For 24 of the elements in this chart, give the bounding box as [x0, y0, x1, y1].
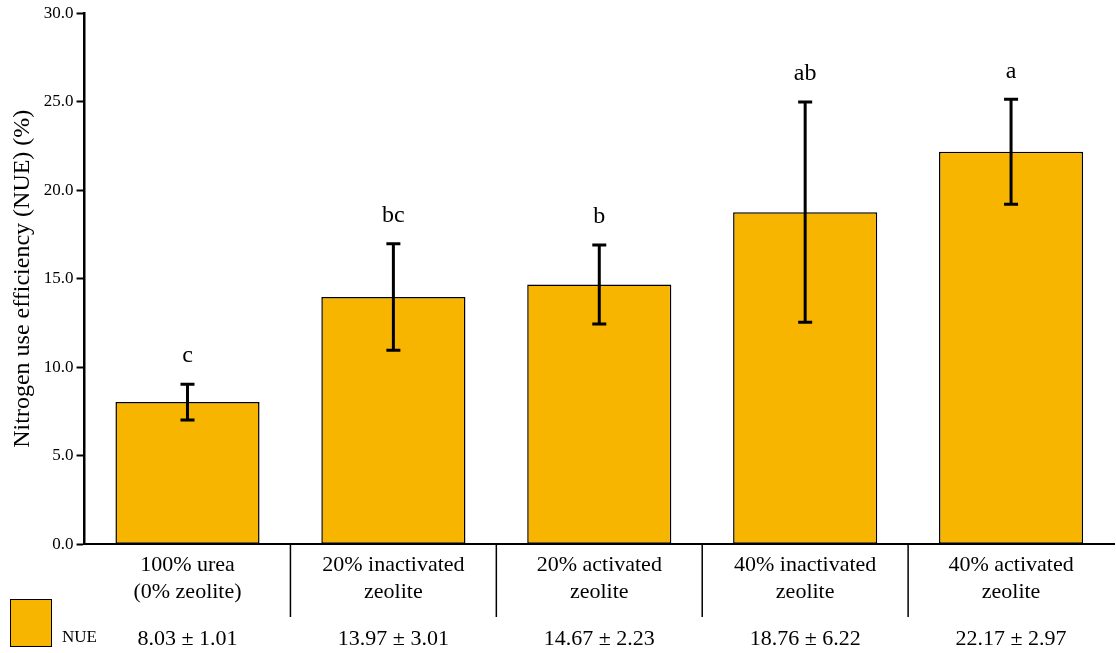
annotation: bc [382, 200, 405, 227]
data-label: 13.97 ± 3.01 [337, 624, 449, 650]
y-tick-label: 30.0 [43, 2, 74, 22]
x-tick-label: 20% inactivated zeolite [322, 551, 465, 603]
y-tick-label: 20.0 [43, 179, 74, 199]
annotation: b [593, 202, 606, 229]
x-tick-label: 20% activated zeolite [536, 551, 662, 603]
x-tick-label: 100% urea (0% zeolite) [133, 551, 242, 603]
y-tick-label: 10.0 [43, 356, 74, 376]
x-tick-label: 40% inactivated zeolite [733, 551, 877, 603]
annotation: a [1005, 56, 1017, 83]
x-tick-label: 40% activated zeolite [948, 551, 1074, 603]
data-label: 22.17 ± 2.97 [955, 624, 1067, 650]
data-label: 18.76 ± 6.22 [749, 624, 861, 650]
y-tick-label: 15.0 [43, 268, 74, 288]
y-tick-label: 5.0 [52, 445, 74, 465]
annotation: c [182, 341, 193, 368]
y-axis-title: Nitrogen use efficiency (NUE) (%) [7, 109, 34, 448]
y-tick-label: 25.0 [43, 91, 74, 111]
text: NUE [62, 627, 97, 647]
data-label: 8.03 ± 1.01 [137, 624, 238, 650]
data-label: 14.67 ± 2.23 [543, 624, 655, 650]
annotation: ab [793, 59, 817, 86]
y-tick-label: 0.0 [52, 533, 74, 553]
